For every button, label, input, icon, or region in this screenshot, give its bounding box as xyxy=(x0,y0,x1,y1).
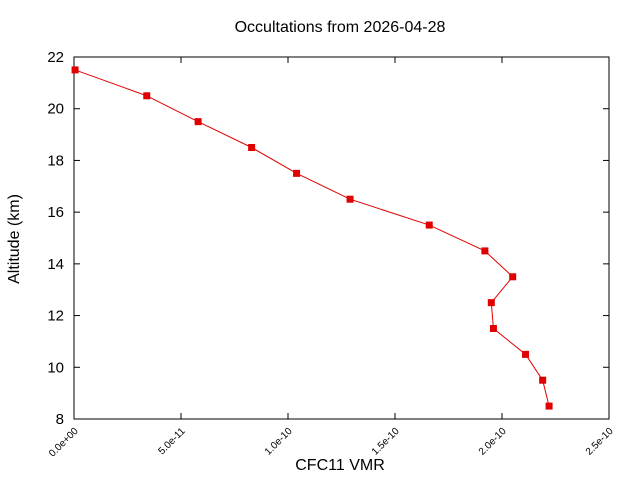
data-point xyxy=(522,350,530,358)
series-line xyxy=(74,69,550,407)
data-point xyxy=(248,144,256,151)
x-axis-ticks: 0.0e+00 5.0e-11 1.0e-10 1.5e-10 2.0e-10 2.5e-… xyxy=(47,57,616,459)
y-tick-label: 16 xyxy=(47,204,64,221)
y-tick-label: 8 xyxy=(56,411,64,428)
y-tick-label: 14 xyxy=(47,256,64,273)
data-point xyxy=(293,169,301,177)
x-tick-label: 2.5e-10 xyxy=(584,426,616,458)
plot-area xyxy=(73,56,610,420)
x-tick-label: 1.5e-10 xyxy=(370,426,402,458)
y-tick-label: 18 xyxy=(47,152,64,169)
data-point xyxy=(539,376,547,384)
data-point xyxy=(481,247,489,255)
x-tick-label: 5.0e-11 xyxy=(156,426,188,458)
y-axis-label: Altitude (km) xyxy=(6,194,23,284)
y-tick-label: 22 xyxy=(47,49,64,66)
data-point xyxy=(425,221,433,229)
data-point xyxy=(346,195,354,203)
y-tick-label: 20 xyxy=(47,101,64,118)
data-point xyxy=(143,92,151,100)
data-point xyxy=(489,325,497,332)
data-point xyxy=(545,402,553,410)
data-point xyxy=(71,66,79,74)
y-axis-ticks: 8 10 12 14 16 18 20 22 xyxy=(47,49,609,428)
x-tick-label: 1.0e-10 xyxy=(263,426,295,458)
y-tick-label: 12 xyxy=(47,308,64,325)
data-point xyxy=(509,273,517,281)
series-group xyxy=(71,66,553,410)
x-tick-label: 2.0e-10 xyxy=(477,426,509,458)
x-axis-label: CFC11 VMR xyxy=(295,457,385,474)
x-tick-label: 0.0e+00 xyxy=(47,426,81,460)
y-tick-label: 10 xyxy=(47,359,64,376)
data-point xyxy=(487,299,495,307)
chart-title: Occultations from 2026-04-28 xyxy=(235,19,446,36)
data-point xyxy=(194,118,202,126)
